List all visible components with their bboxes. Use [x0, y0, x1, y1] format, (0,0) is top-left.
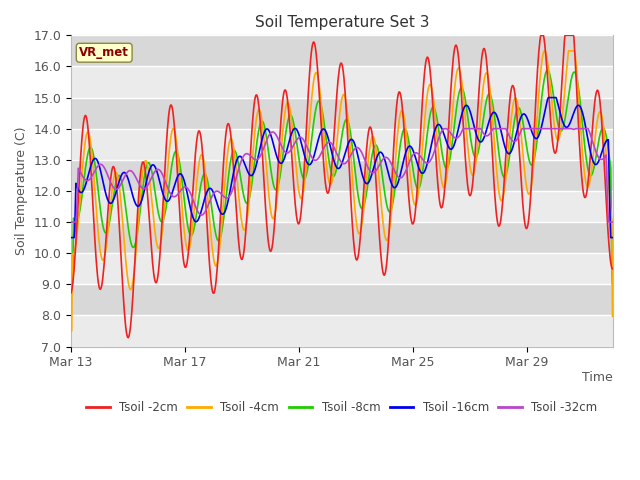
Bar	[71, 36, 612, 66]
Bar	[71, 191, 612, 222]
Text: VR_met: VR_met	[79, 46, 129, 59]
Bar	[71, 222, 612, 253]
Bar	[71, 315, 612, 347]
Bar	[71, 284, 612, 315]
X-axis label: Time: Time	[582, 371, 612, 384]
Bar	[71, 253, 612, 284]
Legend: Tsoil -2cm, Tsoil -4cm, Tsoil -8cm, Tsoil -16cm, Tsoil -32cm: Tsoil -2cm, Tsoil -4cm, Tsoil -8cm, Tsoi…	[81, 396, 602, 419]
Bar	[71, 160, 612, 191]
Bar	[71, 97, 612, 129]
Bar	[71, 66, 612, 97]
Bar	[71, 129, 612, 160]
Title: Soil Temperature Set 3: Soil Temperature Set 3	[255, 15, 429, 30]
Y-axis label: Soil Temperature (C): Soil Temperature (C)	[15, 127, 28, 255]
